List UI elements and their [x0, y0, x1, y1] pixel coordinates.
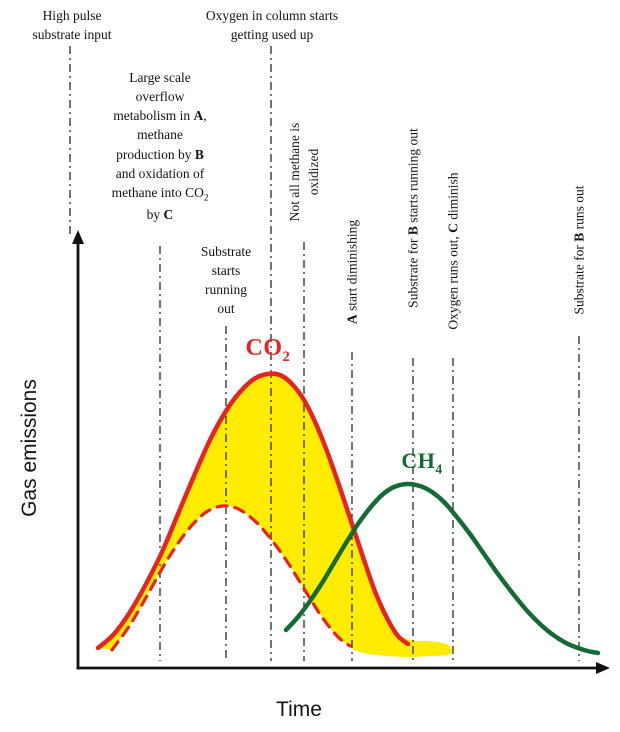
x-axis-label: Time: [276, 698, 322, 721]
annotation-a-start-diminishing: A start diminishing: [344, 219, 360, 325]
annotation-not-all-methane-oxidized: Not all methane is oxidized: [286, 122, 321, 222]
annotation-overflow-metabolism: Large scale overflow metabolism in A, me…: [111, 70, 209, 222]
annotation-ch4-label: CH4: [401, 448, 443, 477]
annotation-high-pulse-substrate-input: High pulse substrate input: [32, 8, 112, 43]
annotation-oxygen-used-up: Oxygen in column starts getting used up: [205, 8, 339, 43]
curve-co2-overflow-dashed: [110, 504, 352, 652]
annotation-co2-label: CO2: [245, 335, 291, 365]
annotation-substrate-running-out: Substrate starts running out: [200, 244, 252, 317]
annotation-substrate-b-runs-out: Substrate for B runs out: [571, 185, 587, 315]
curve-ch4: [283, 481, 601, 656]
y-axis-arrow-icon: [72, 230, 84, 244]
x-axis-arrow-icon: [596, 662, 610, 674]
y-axis-label: Gas emissions: [18, 379, 41, 517]
annotation-substrate-b-starts-running-out: Substrate for B starts running out: [405, 128, 421, 308]
co2-oxidation-fill: [98, 373, 452, 657]
annotation-oxygen-runs-out-c-diminish: Oxygen runs out, C diminish: [445, 172, 461, 330]
curve-co2-total: [95, 371, 411, 651]
